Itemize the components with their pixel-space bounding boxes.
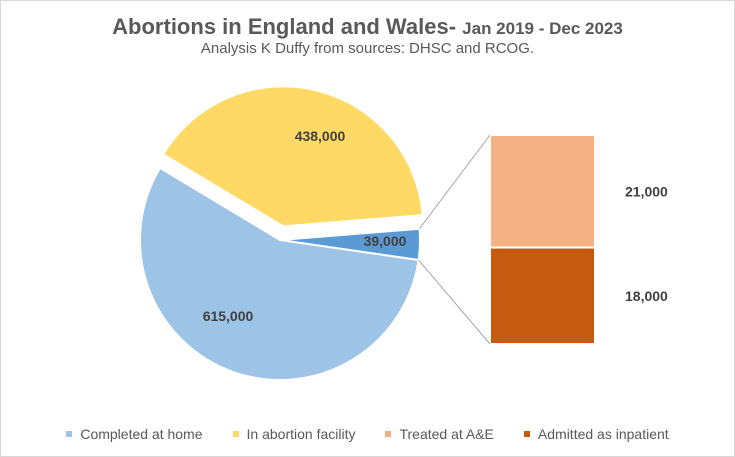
data-label: 21,000 [625,183,668,199]
title-dates: Jan 2019 - Dec 2023 [462,19,623,38]
legend-swatch [66,431,73,437]
legend-label: Admitted as inpatient [537,426,669,442]
title-main: Abortions in England and Wales- [112,14,457,39]
connector-line [419,134,491,230]
bar-segment [489,134,596,249]
legend-swatch [385,431,392,437]
data-label: 438,000 [295,128,346,144]
legend: Completed at home In abortion facility T… [0,426,735,442]
legend-swatch [523,431,530,437]
legend-item: Admitted as inpatient [523,426,669,442]
legend-label: Completed at home [80,426,203,442]
connector-line [418,259,491,345]
pie-slice [161,85,424,228]
pie-slice [139,166,420,381]
legend-label: Treated at A&E [399,426,494,442]
bar-segment [489,246,596,346]
chart-title: Abortions in England and Wales- Jan 2019… [0,14,735,40]
chart-subtitle: Analysis K Duffy from sources: DHSC and … [200,40,535,57]
data-label: 39,000 [364,233,407,249]
data-label: 18,000 [625,288,668,304]
legend-swatch [232,431,239,437]
legend-item: Treated at A&E [385,426,494,442]
data-label: 615,000 [203,308,254,324]
legend-item: In abortion facility [232,426,356,442]
legend-label: In abortion facility [246,426,356,442]
legend-item: Completed at home [66,426,203,442]
